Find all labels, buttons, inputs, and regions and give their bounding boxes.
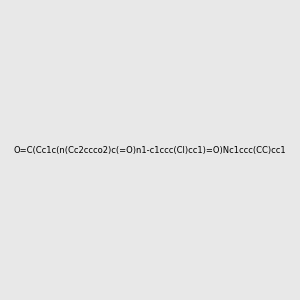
Text: O=C(Cc1c(n(Cc2ccco2)c(=O)n1-c1ccc(Cl)cc1)=O)Nc1ccc(CC)cc1: O=C(Cc1c(n(Cc2ccco2)c(=O)n1-c1ccc(Cl)cc1… bbox=[14, 146, 286, 154]
